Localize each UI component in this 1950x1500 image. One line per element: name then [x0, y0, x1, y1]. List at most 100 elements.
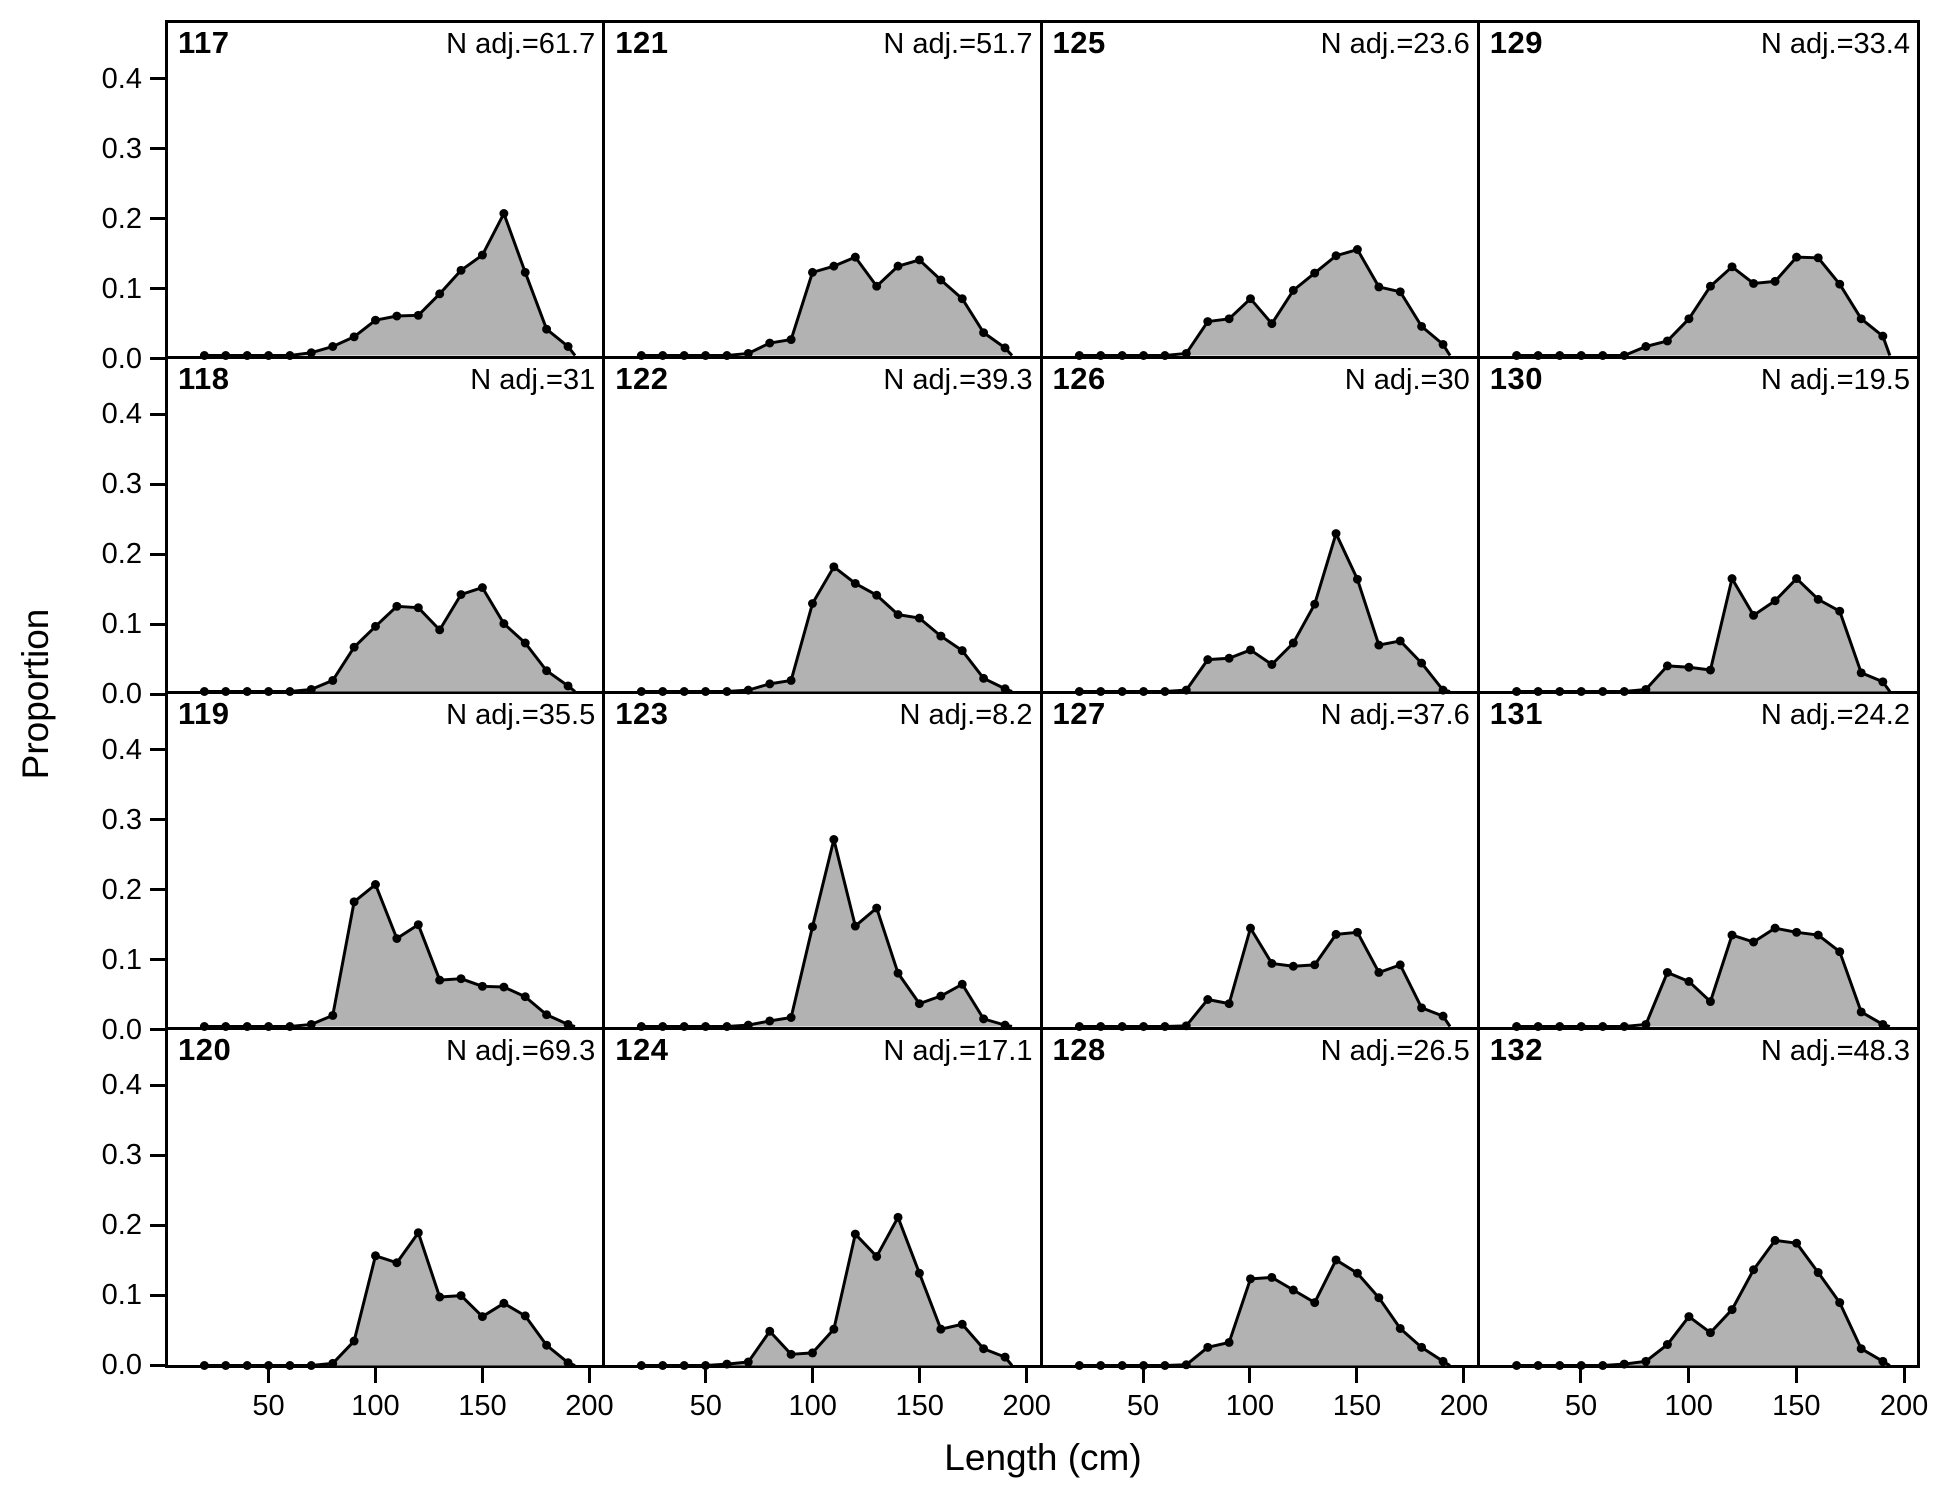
data-point: [744, 685, 754, 695]
data-point: [1533, 686, 1543, 696]
n-adj-label: N adj.=26.5: [1320, 1034, 1470, 1067]
panel-id-label: 128: [1052, 1031, 1106, 1067]
x-axis-tick: [1248, 1368, 1252, 1383]
data-point: [264, 351, 274, 360]
data-point: [242, 686, 252, 696]
area-fill: [1516, 928, 1890, 1027]
data-point: [1662, 1339, 1672, 1349]
data-point: [328, 342, 338, 351]
data-point: [1662, 968, 1672, 977]
data-point: [1159, 686, 1169, 696]
data-point: [1576, 686, 1586, 696]
data-point: [786, 675, 796, 685]
y-axis-title: Proportion: [15, 608, 56, 780]
data-point: [1878, 331, 1888, 341]
data-point: [915, 1268, 925, 1278]
x-tick-label: 100: [788, 1390, 837, 1422]
distribution-plot: [1511, 252, 1891, 360]
data-point: [499, 1298, 509, 1308]
y-axis-tick: [150, 1363, 165, 1367]
data-point: [1395, 960, 1405, 970]
data-point: [1181, 685, 1191, 695]
data-point: [1331, 1254, 1341, 1264]
data-point: [1619, 1359, 1629, 1369]
data-point: [1727, 1304, 1737, 1314]
data-point: [1416, 321, 1426, 331]
data-point: [1576, 1022, 1586, 1031]
data-point: [499, 209, 509, 218]
data-point: [1117, 1022, 1127, 1031]
data-point: [1181, 1359, 1191, 1369]
distribution-plot: [199, 1227, 576, 1370]
area-fill: [1078, 1259, 1450, 1365]
data-point: [477, 981, 487, 991]
area-fill: [1078, 928, 1450, 1027]
data-point: [1000, 1020, 1010, 1030]
data-point: [1770, 595, 1780, 605]
data-point: [349, 897, 359, 907]
data-point: [829, 835, 839, 844]
panel-121: 121 N adj.=51.7: [605, 23, 1043, 360]
y-axis-tick: [150, 552, 165, 556]
data-point: [285, 1360, 295, 1370]
data-point: [264, 1022, 274, 1031]
data-point: [1856, 314, 1866, 324]
data-point: [658, 351, 668, 360]
y-tick-label: 0.1: [101, 1279, 142, 1312]
data-point: [1856, 1343, 1866, 1353]
n-adj-label: N adj.=37.6: [1320, 699, 1470, 731]
data-point: [1834, 279, 1844, 289]
data-point: [1554, 686, 1564, 696]
data-point: [1438, 685, 1448, 695]
data-point: [1074, 686, 1084, 696]
data-point: [1159, 351, 1169, 360]
data-point: [722, 686, 732, 696]
data-point: [1770, 276, 1780, 286]
data-point: [851, 1229, 861, 1239]
data-point: [1117, 351, 1127, 360]
data-point: [520, 267, 530, 277]
data-point: [1554, 351, 1564, 360]
distribution-plot: [1074, 528, 1450, 696]
data-point: [936, 1324, 946, 1334]
data-point: [979, 328, 989, 338]
data-point: [413, 1227, 423, 1237]
data-point: [786, 335, 796, 345]
data-point: [1511, 1022, 1521, 1031]
data-point: [435, 975, 445, 985]
data-point: [808, 922, 818, 932]
y-axis-tick: [150, 482, 165, 486]
data-point: [1662, 660, 1672, 670]
data-point: [221, 1360, 231, 1370]
x-tick-label: 150: [1772, 1390, 1821, 1422]
y-axis-tick: [150, 1083, 165, 1087]
data-point: [1095, 686, 1105, 696]
panel-127: 127 N adj.=37.6: [1042, 694, 1480, 1031]
data-point: [1095, 351, 1105, 360]
data-point: [1202, 654, 1212, 664]
data-point: [349, 642, 359, 652]
data-point: [542, 1010, 552, 1020]
data-point: [1598, 686, 1608, 696]
data-point: [936, 991, 946, 1001]
data-point: [285, 351, 295, 360]
y-axis-tick: [150, 1223, 165, 1227]
data-point: [1438, 1356, 1448, 1366]
panel-id-label: 127: [1052, 696, 1106, 731]
data-point: [1791, 573, 1801, 583]
area-fill: [641, 257, 1013, 356]
y-tick-label: 0.0: [101, 342, 142, 375]
x-tick-label: 200: [565, 1390, 614, 1422]
data-point: [679, 686, 689, 696]
data-point: [1533, 351, 1543, 360]
x-tick-label: 50: [1564, 1390, 1598, 1422]
y-tick-label: 0.3: [101, 468, 142, 501]
data-point: [392, 311, 402, 321]
y-axis-tick: [150, 748, 165, 752]
data-point: [520, 1310, 530, 1320]
data-point: [1331, 251, 1341, 261]
panel-id-label: 121: [615, 25, 669, 60]
y-axis-tick: [150, 1153, 165, 1157]
data-point: [979, 1014, 989, 1024]
data-point: [1138, 1360, 1148, 1370]
